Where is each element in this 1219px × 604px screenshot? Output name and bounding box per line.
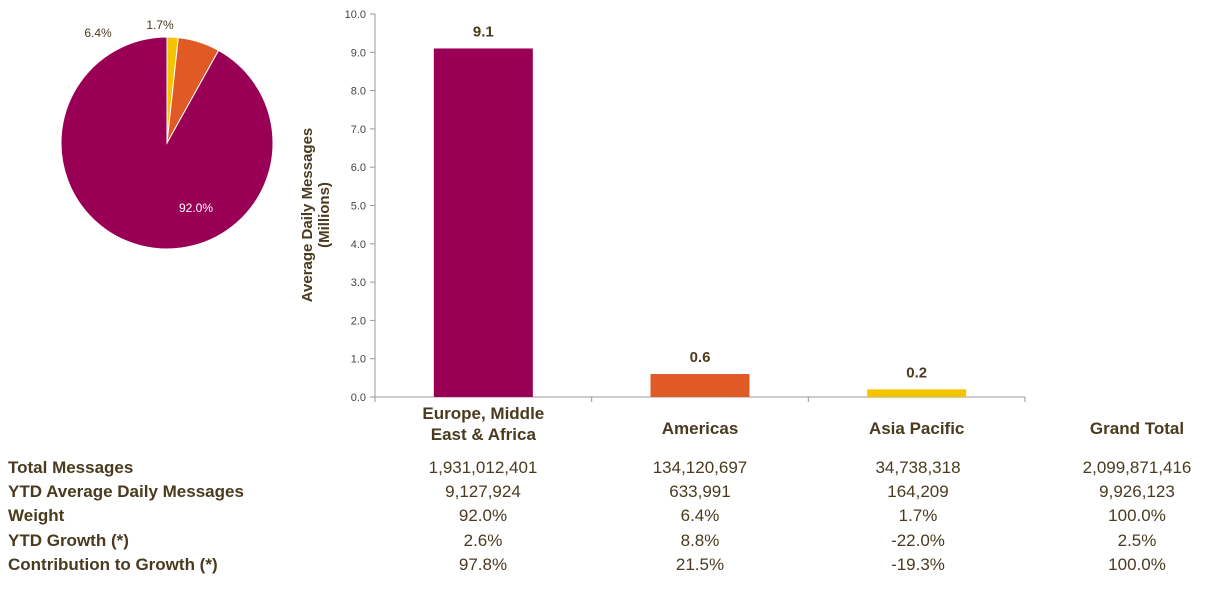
charts-canvas: 1.7% 6.4% 92.0% 0.0 1.0 2.0 3.0 4.0 5.0 6.0 7.0 8.…	[60, 9, 1184, 444]
pie-label-americas: 6.4%	[84, 26, 112, 40]
pie-slice-emea	[60, 36, 274, 250]
pie-label-apac: 1.7%	[146, 18, 174, 32]
row-label: Total Messages	[8, 458, 134, 477]
table-cell: 2.6%	[463, 530, 503, 550]
table-row: Contribution to Growth (*) 97.8% 21.5% -19.…	[0, 553, 1219, 577]
bar-value-label-apac: 0.2	[906, 364, 927, 381]
table-cell: -19.3%	[891, 554, 945, 574]
pie-chart: 1.7% 6.4% 92.0%	[60, 18, 274, 250]
bar-chart: 0.0 1.0 2.0 3.0 4.0 5.0 6.0 7.0 8.0 9.0 10.0 Averag…	[299, 9, 1026, 444]
y-tick-label: 5.0	[351, 201, 366, 213]
category-label-apac: Asia Pacific	[869, 419, 964, 438]
table-cell: 97.8%	[458, 554, 508, 574]
table-row: Weight 92.0% 6.4% 1.7% 100.0%	[0, 504, 1219, 528]
y-tick-label: 8.0	[351, 86, 366, 98]
grand-total-header: Grand Total	[1090, 419, 1184, 438]
table-cell: 34,738,318	[875, 458, 961, 477]
table-cell: 1.7%	[898, 506, 938, 526]
y-tick-label: 6.0	[351, 162, 366, 174]
y-tick-label: 0.0	[351, 392, 366, 404]
row-label: Weight	[8, 506, 65, 526]
table-row: YTD Growth (*) 2.6% 8.8% -22.0% 2.5%	[0, 529, 1219, 553]
y-tick-label: 7.0	[351, 124, 366, 136]
pie-label-emea: 92.0%	[179, 201, 213, 215]
table-cell: 92.0%	[458, 506, 508, 526]
y-tick-label: 1.0	[351, 354, 366, 366]
table-cell: 2.5%	[1117, 530, 1157, 550]
table-cell: 100.0%	[1108, 554, 1166, 574]
table-cell: 6.4%	[680, 506, 720, 526]
row-label: Contribution to Growth (*)	[8, 554, 218, 574]
bar-value-label-americas: 0.6	[690, 349, 711, 366]
table-cell: 164,209	[887, 482, 949, 502]
table-cell: -22.0%	[891, 530, 945, 550]
y-tick-label: 2.0	[351, 315, 366, 327]
table-cell: 2,099,871,416	[1082, 458, 1192, 477]
y-tick-label: 9.0	[351, 47, 366, 59]
table-cell: 21.5%	[675, 554, 725, 574]
bar-value-label-emea: 9.1	[473, 23, 494, 40]
table-cell: 1,931,012,401	[428, 458, 538, 477]
row-label: YTD Growth (*)	[8, 530, 129, 550]
bar-apac	[867, 389, 967, 397]
bar-emea	[433, 48, 533, 397]
y-tick-label: 4.0	[351, 239, 366, 251]
row-label: YTD Average Daily Messages	[8, 482, 244, 502]
bar-americas	[650, 374, 750, 397]
table-row: YTD Average Daily Messages 9,127,924 633,9…	[0, 480, 1219, 504]
table-cell: 8.8%	[680, 530, 720, 550]
table-row: Total Messages 1,931,012,401 134,120,697 34…	[0, 456, 1219, 480]
y-tick-label: 10.0	[345, 9, 366, 21]
stats-table: Total Messages 1,931,012,401 134,120,697 34…	[0, 456, 1219, 577]
category-label-emea: Europe, Middle East & Africa	[422, 404, 544, 444]
table-cell: 9,926,123	[1099, 482, 1175, 502]
y-tick-label: 3.0	[351, 277, 366, 289]
category-label-americas: Americas	[662, 419, 739, 438]
y-axis-label: Average Daily Messages(Millions)	[299, 128, 333, 303]
table-cell: 134,120,697	[652, 458, 748, 477]
table-cell: 9,127,924	[445, 482, 521, 502]
table-cell: 633,991	[669, 482, 731, 502]
table-cell: 100.0%	[1108, 506, 1166, 526]
